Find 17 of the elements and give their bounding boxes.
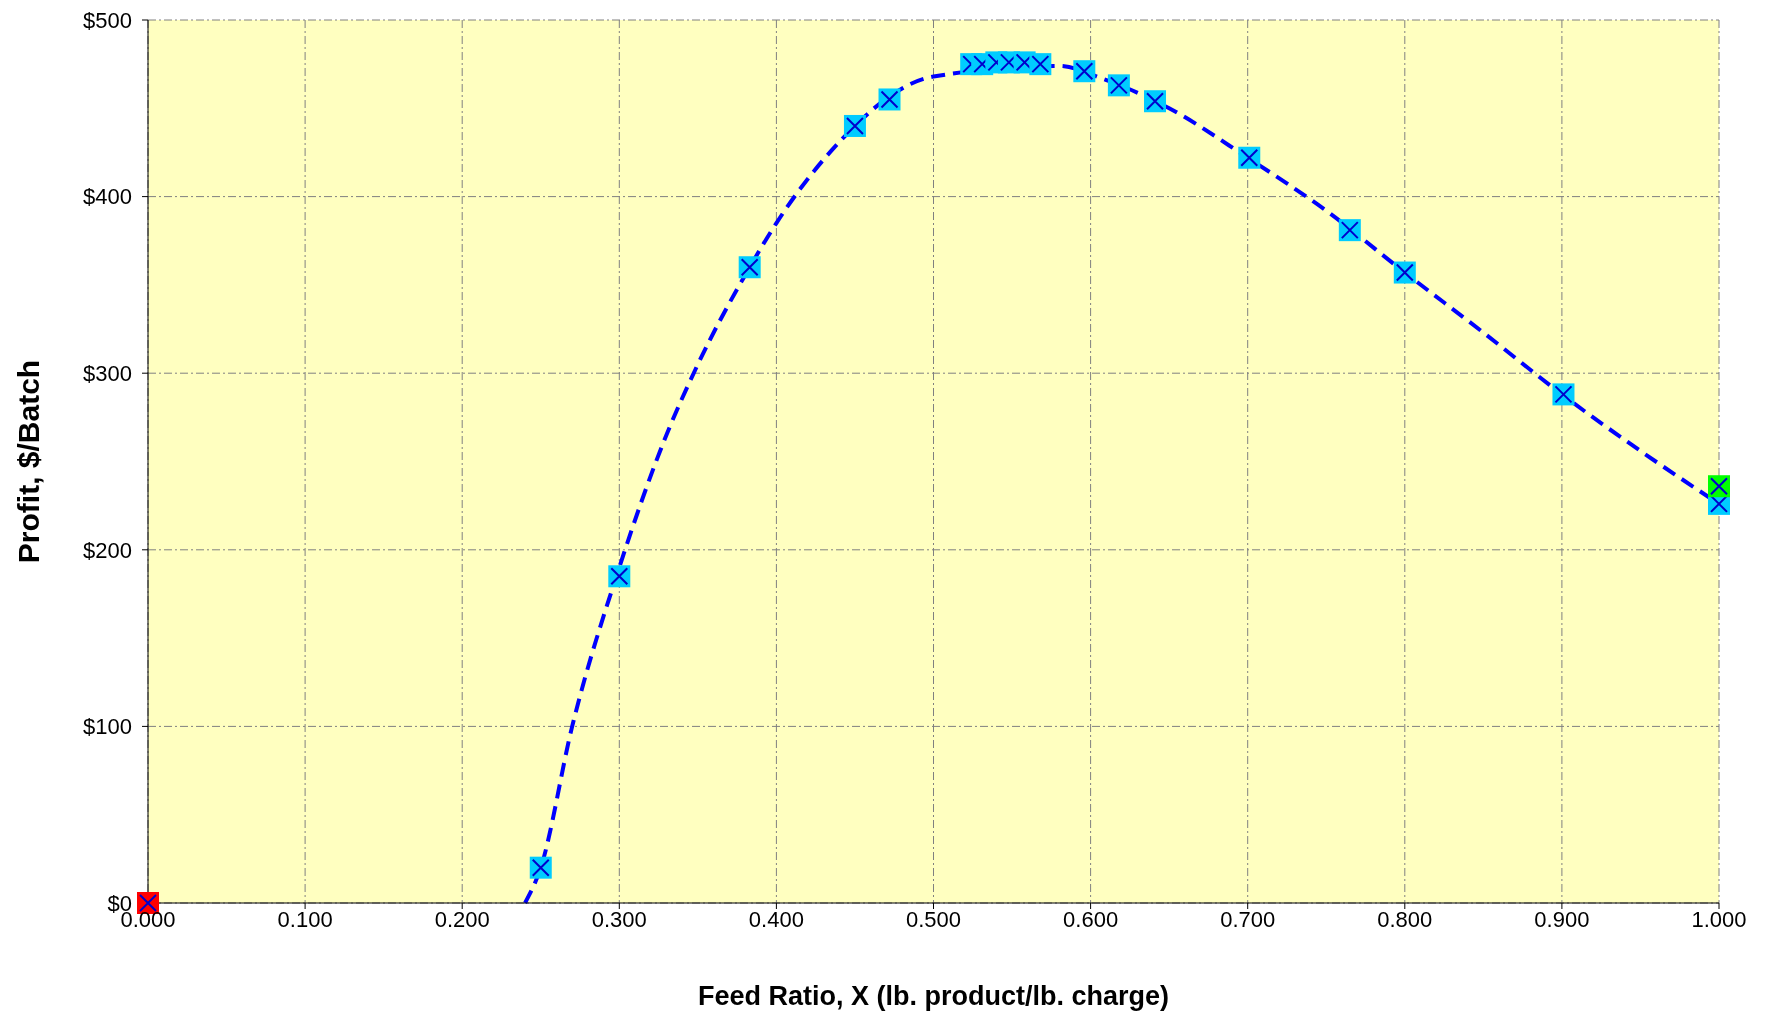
y-tick-label: $500 xyxy=(83,7,132,33)
x-axis-title: Feed Ratio, X (lb. product/lb. charge) xyxy=(697,981,1170,1011)
y-axis-title: Profit, $/Batch xyxy=(11,359,45,564)
x-tick-label: 0.100 xyxy=(277,906,333,932)
x-tick-label: 0.600 xyxy=(1063,906,1119,932)
x-tick-label: 1.000 xyxy=(1691,906,1747,932)
x-tick-label: 0.500 xyxy=(905,906,962,932)
x-tick-label: 0.200 xyxy=(434,906,490,932)
x-tick-label: 0.900 xyxy=(1534,906,1590,932)
x-tick-label: 0.700 xyxy=(1220,906,1276,932)
x-tick-label: 0.800 xyxy=(1377,906,1433,932)
y-tick-label: $200 xyxy=(83,537,132,563)
y-tick-label: $100 xyxy=(83,714,132,740)
y-tick-label: $300 xyxy=(83,361,132,387)
y-tick-label: $400 xyxy=(83,184,132,210)
x-tick-label: 0.400 xyxy=(748,906,804,932)
x-tick-label: 0.300 xyxy=(591,906,647,932)
